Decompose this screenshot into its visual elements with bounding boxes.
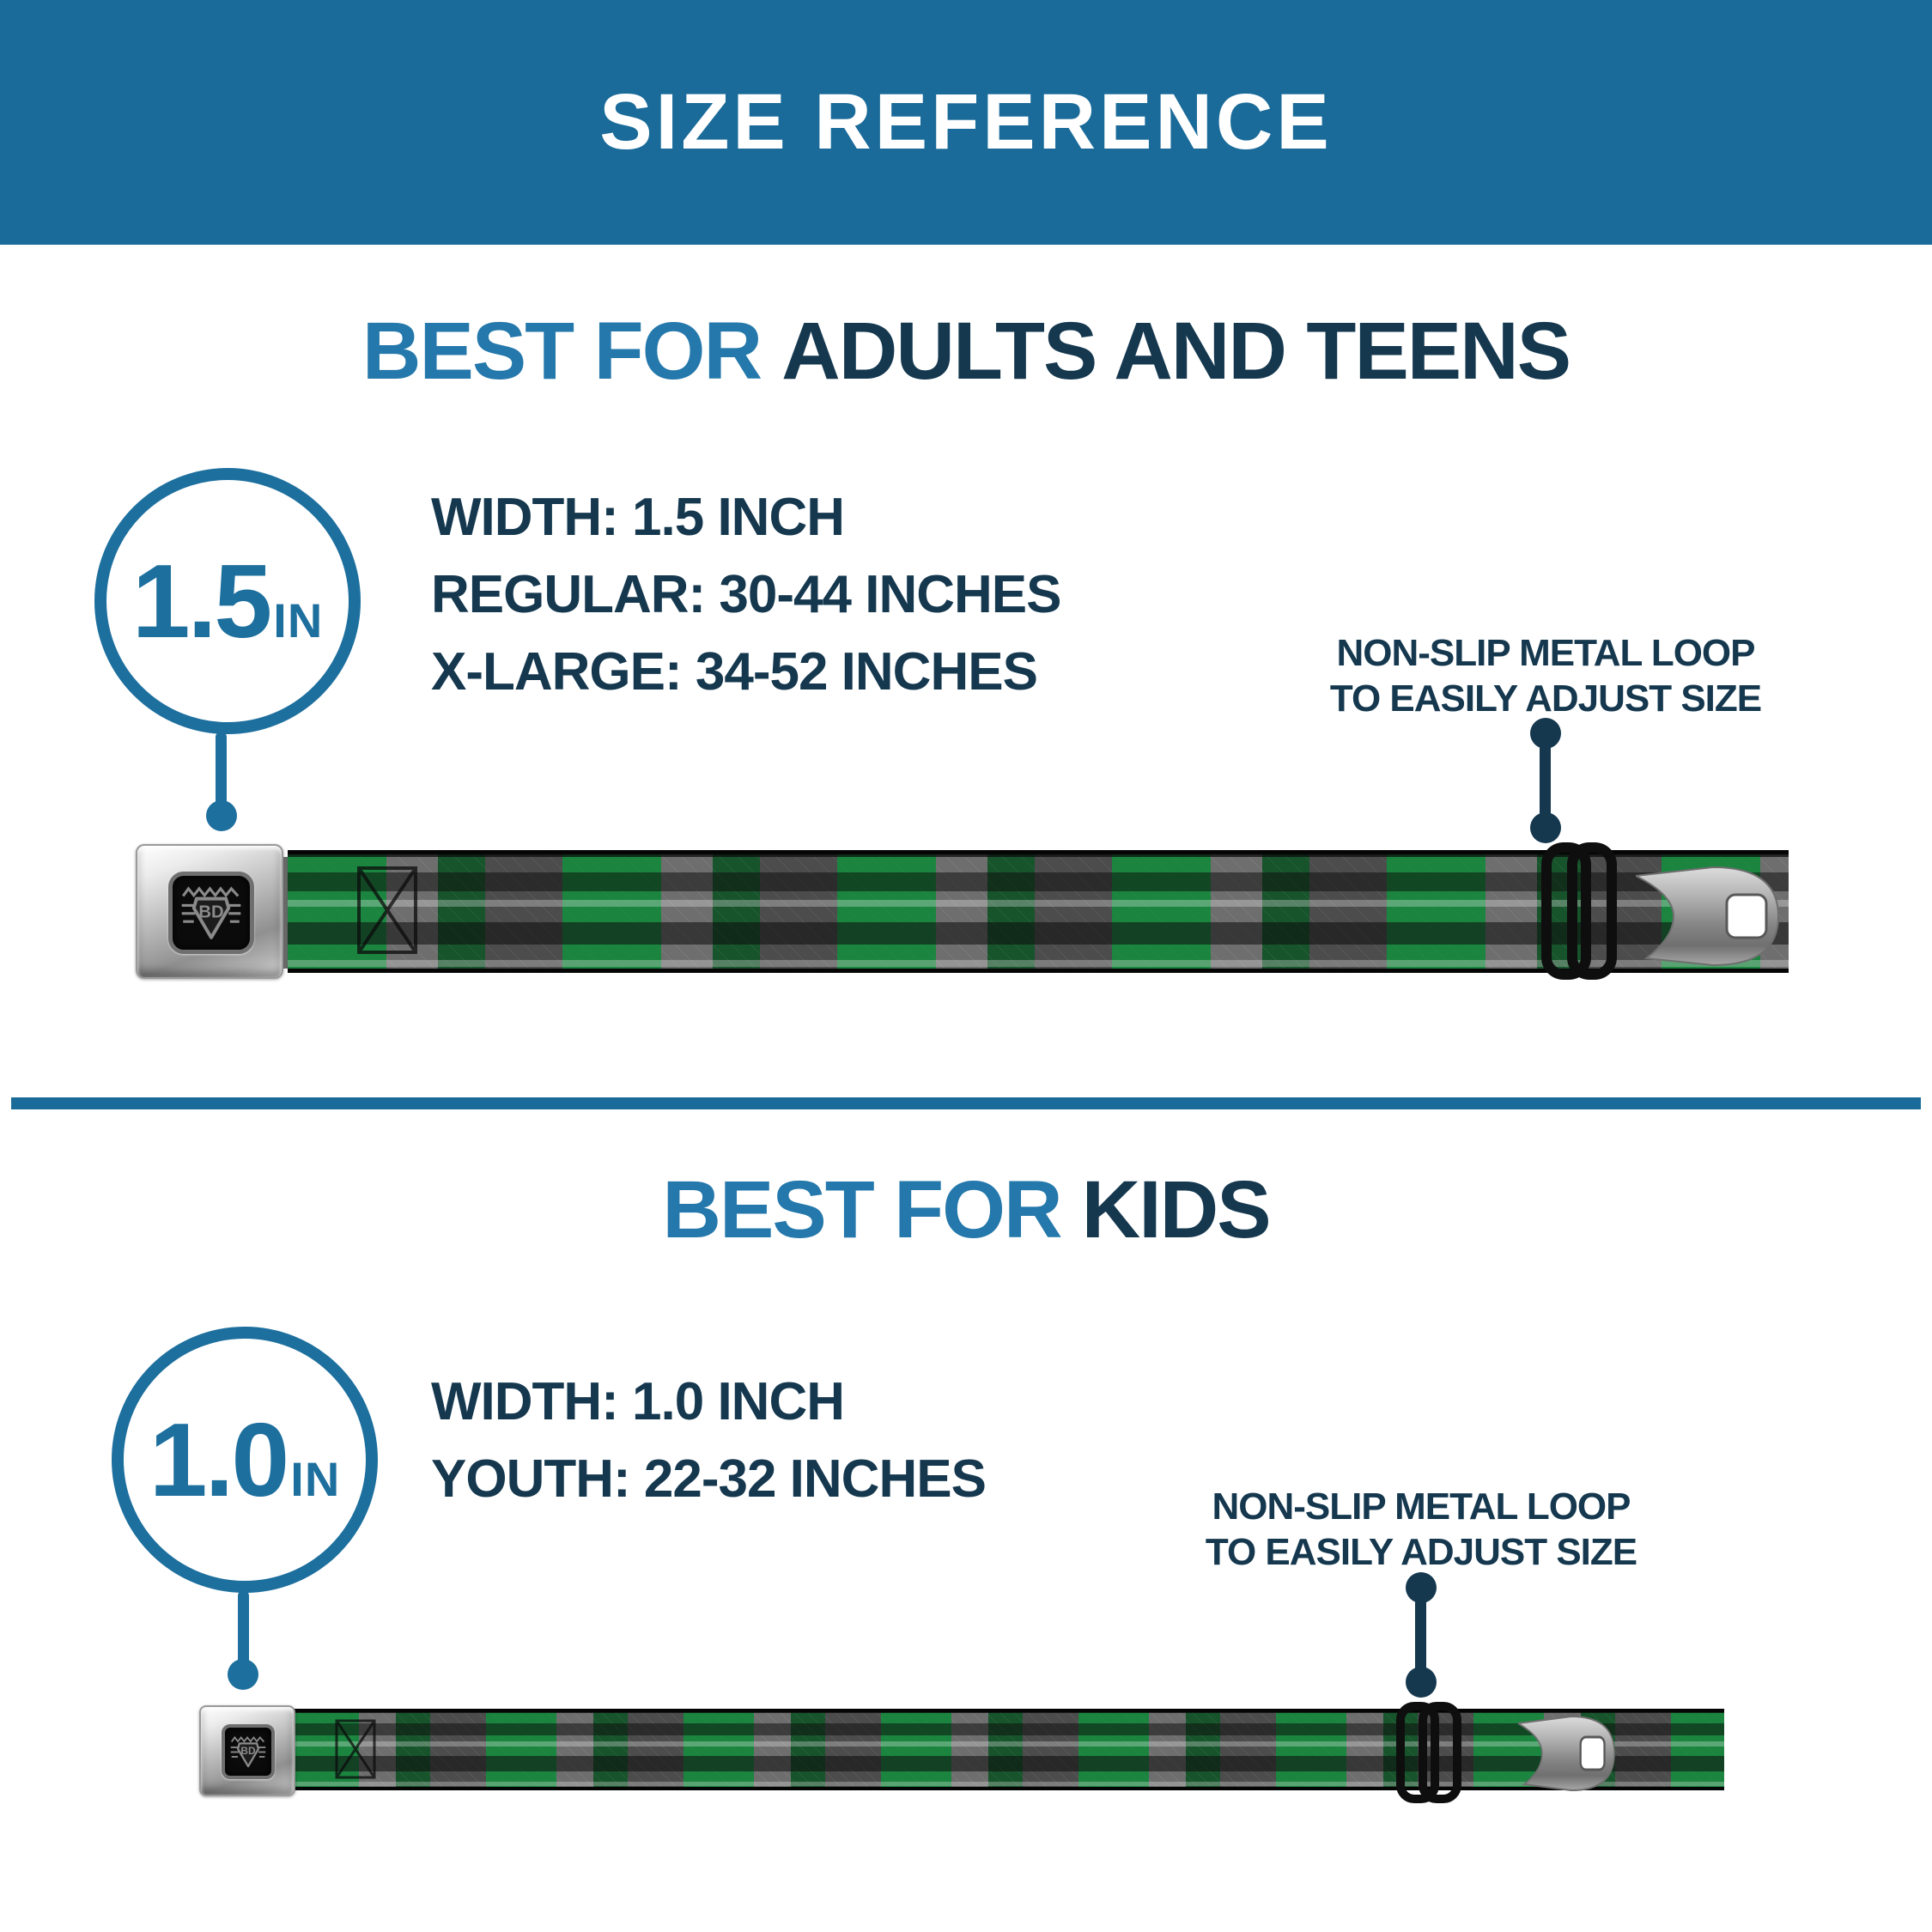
- spec-width: WIDTH: 1.5 INCH: [431, 488, 845, 547]
- belt-strap: [289, 1709, 1724, 1790]
- spec-regular: REGULAR: 30-44 INCHES: [431, 565, 1061, 624]
- buckle-logo-text: BD: [240, 1745, 256, 1757]
- seatbelt-buckle: BD: [199, 1705, 295, 1796]
- buckle-logo-window: BD: [168, 872, 254, 954]
- heading-rest-text: ADULTS AND TEENS: [781, 306, 1571, 397]
- heading-accent-text: BEST FOR: [662, 1164, 1062, 1255]
- buckle-brand-logo: BD: [181, 886, 241, 939]
- badge-value: 1.5: [131, 543, 273, 659]
- belt-strap: [288, 850, 1789, 973]
- adjuster-loop: [1396, 1702, 1461, 1803]
- spec-list-adults: WIDTH: 1.5 INCH REGULAR: 30-44 INCHES X-…: [431, 479, 1061, 711]
- badge-unit: IN: [273, 593, 324, 647]
- badge-pointer-dot: [228, 1659, 258, 1690]
- callout-pointer-dot: [1406, 1667, 1437, 1698]
- stitch-box: [335, 1719, 376, 1779]
- belt-end-tab: [1518, 1715, 1615, 1792]
- buckle-logo-text: BD: [198, 902, 223, 921]
- buckle-brand-logo: BD: [230, 1735, 266, 1768]
- callout-pointer-line: [1415, 1587, 1426, 1681]
- width-badge-1-0in: 1.0 IN: [112, 1327, 378, 1593]
- callout-line2: TO EASILY ADJUST SIZE: [1205, 1531, 1637, 1573]
- buckle-logo-window: BD: [222, 1724, 275, 1779]
- badge-pointer-dot: [206, 800, 237, 831]
- spec-width: WIDTH: 1.0 INCH: [431, 1372, 845, 1431]
- badge-text: 1.5 IN: [132, 541, 324, 661]
- stitch-box: [357, 866, 417, 954]
- callout-line1: NON-SLIP METAL LOOP: [1336, 632, 1755, 674]
- width-badge-1-5in: 1.5 IN: [94, 468, 361, 734]
- section-kids-heading: BEST FOR KIDS: [0, 1161, 1932, 1260]
- badge-text: 1.0 IN: [149, 1400, 341, 1520]
- callout-kids: NON-SLIP METAL LOOP TO EASILY ADJUST SIZ…: [1121, 1484, 1722, 1575]
- spec-xlarge: X-LARGE: 34-52 INCHES: [431, 642, 1038, 702]
- header-banner: SIZE REFERENCE: [0, 0, 1932, 245]
- badge-unit: IN: [290, 1452, 341, 1506]
- spec-list-kids: WIDTH: 1.0 INCH YOUTH: 22-32 INCHES: [431, 1364, 987, 1518]
- heading-accent-text: BEST FOR: [361, 306, 762, 397]
- section-adults-heading: BEST FOR ADULTS AND TEENS: [0, 302, 1932, 401]
- badge-pointer-line: [238, 1590, 249, 1671]
- belt-adults: BD: [136, 842, 1793, 983]
- callout-adults: NON-SLIP METAL LOOP TO EASILY ADJUST SIZ…: [1245, 630, 1846, 721]
- houndstooth-plaid-pattern: [288, 850, 1789, 973]
- section-divider: [11, 1097, 1921, 1109]
- seatbelt-buckle: BD: [136, 844, 283, 979]
- callout-pointer-dot: [1530, 812, 1561, 843]
- page-title: SIZE REFERENCE: [599, 78, 1333, 166]
- callout-line2: TO EASILY ADJUST SIZE: [1329, 677, 1762, 720]
- badge-pointer-line: [216, 732, 227, 814]
- belt-kids: BD: [199, 1702, 1724, 1807]
- houndstooth-plaid-pattern: [289, 1709, 1724, 1790]
- adjuster-loop: [1541, 842, 1617, 980]
- heading-rest-text: KIDS: [1081, 1164, 1272, 1255]
- badge-value: 1.0: [149, 1401, 290, 1518]
- belt-end-tab: [1636, 866, 1780, 967]
- callout-line1: NON-SLIP METAL LOOP: [1212, 1485, 1631, 1528]
- callout-pointer-line: [1540, 732, 1551, 827]
- spec-youth: YOUTH: 22-32 INCHES: [431, 1449, 987, 1509]
